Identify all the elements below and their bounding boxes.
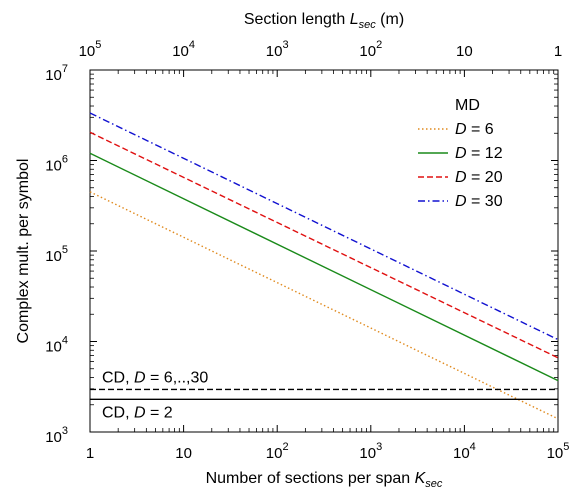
x-tick-label-base: 10 [547, 445, 564, 462]
legend-label-3: D = 30 [455, 193, 503, 210]
legend-label-val: = 30 [467, 193, 503, 210]
legend-label-var: D [455, 193, 467, 210]
top-tick-label-exp: 3 [282, 39, 288, 51]
top-tick-label-base: 1 [554, 43, 562, 60]
top-tick-label-base: 10 [359, 43, 376, 60]
y-tick-label-exp: 7 [62, 63, 68, 75]
top-tick-label-exp: 4 [189, 39, 195, 51]
legend-label-0: D = 6 [455, 121, 494, 138]
x-tick-label: 105 [547, 441, 570, 462]
legend-label-var: D [455, 121, 467, 138]
top-axis-title-sub: sec [359, 19, 377, 31]
y-tick-label: 105 [45, 244, 68, 265]
legend-label-var: D [455, 145, 467, 162]
reference-label-0: CD, D = 6,..,30 [102, 369, 208, 386]
top-tick-label-base: 10 [79, 43, 96, 60]
top-tick-label-base: 10 [172, 43, 189, 60]
legend-label-var: D [455, 169, 467, 186]
top-tick-label-base: 10 [456, 43, 473, 60]
x-axis-title-sub: sec [425, 478, 443, 490]
top-tick-label: 10 [456, 43, 473, 60]
top-axis-title-main: Section length [244, 11, 350, 28]
y-tick-label: 103 [45, 425, 68, 446]
y-tick-label-base: 10 [45, 339, 62, 356]
legend: MDD = 6D = 12D = 20D = 30 [418, 97, 503, 210]
reference-label-1: CD, D = 2 [102, 404, 173, 421]
y-tick-label: 107 [45, 63, 68, 84]
x-tick-label-exp: 3 [376, 441, 382, 453]
x-tick-label-base: 10 [453, 445, 470, 462]
x-tick-label-exp: 2 [282, 441, 288, 453]
y-tick-label: 106 [45, 154, 68, 175]
legend-title: MD [455, 97, 480, 114]
x-tick-label: 103 [359, 441, 382, 462]
y-tick-label-base: 10 [45, 158, 62, 175]
x-tick-label-base: 10 [359, 445, 376, 462]
y-tick-label-base: 10 [45, 429, 62, 446]
x-tick-label: 1 [86, 445, 94, 462]
top-tick-label: 102 [359, 39, 382, 60]
reference-label-post: = 2 [146, 404, 173, 421]
y-axis-title: Complex mult. per symbol [15, 159, 32, 344]
x-axis-title-main: Number of sections per span [206, 470, 415, 487]
top-axis-title-var: L [350, 11, 359, 28]
reference-label-var: D [134, 404, 146, 421]
x-tick-label: 10 [175, 445, 192, 462]
reference-label-var: D [134, 369, 146, 386]
x-tick-label-base: 10 [266, 445, 283, 462]
series-lines [89, 112, 559, 420]
top-tick-label: 104 [172, 39, 195, 60]
top-axis-ticks: 105 104 103 102 10 1 [79, 39, 562, 77]
series-line-2 [89, 131, 559, 359]
legend-label-val: = 6 [467, 121, 494, 138]
x-tick-label-base: 1 [86, 445, 94, 462]
y-tick-label-exp: 4 [62, 335, 68, 347]
y-tick-label: 104 [45, 335, 68, 356]
top-tick-label-base: 10 [266, 43, 283, 60]
x-tick-label: 102 [266, 441, 289, 462]
top-tick-label: 103 [266, 39, 289, 60]
top-tick-label: 105 [79, 39, 102, 60]
top-tick-label-exp: 2 [376, 39, 382, 51]
x-tick-label-exp: 5 [563, 441, 569, 453]
legend-label-val: = 20 [467, 169, 503, 186]
reference-label-pre: CD, [102, 369, 134, 386]
x-axis-ticks: 1 10 102 103 104 105 [86, 425, 570, 462]
reference-label-post: = 6,..,30 [146, 369, 209, 386]
top-axis-title: Section length Lsec (m) [244, 11, 404, 31]
y-tick-label-exp: 6 [62, 154, 68, 166]
legend-label-1: D = 12 [455, 145, 503, 162]
legend-label-2: D = 20 [455, 169, 503, 186]
x-axis-title: Number of sections per span Ksec [206, 470, 443, 490]
legend-label-val: = 12 [467, 145, 503, 162]
x-tick-label-exp: 4 [470, 441, 476, 453]
series-line-1 [89, 152, 559, 382]
x-tick-label: 104 [453, 441, 476, 462]
y-tick-label-base: 10 [45, 248, 62, 265]
y-tick-label-exp: 3 [62, 425, 68, 437]
x-axis-title-var: K [415, 470, 427, 487]
series-line-0 [89, 191, 559, 420]
plot-area [89, 69, 559, 433]
reference-lines [90, 388, 558, 400]
y-tick-label-base: 10 [45, 67, 62, 84]
reference-label-pre: CD, [102, 404, 134, 421]
top-axis-title-unit: (m) [376, 11, 404, 28]
y-tick-label-exp: 5 [62, 244, 68, 256]
top-tick-label-exp: 5 [95, 39, 101, 51]
top-tick-label: 1 [554, 43, 562, 60]
x-tick-label-base: 10 [175, 445, 192, 462]
